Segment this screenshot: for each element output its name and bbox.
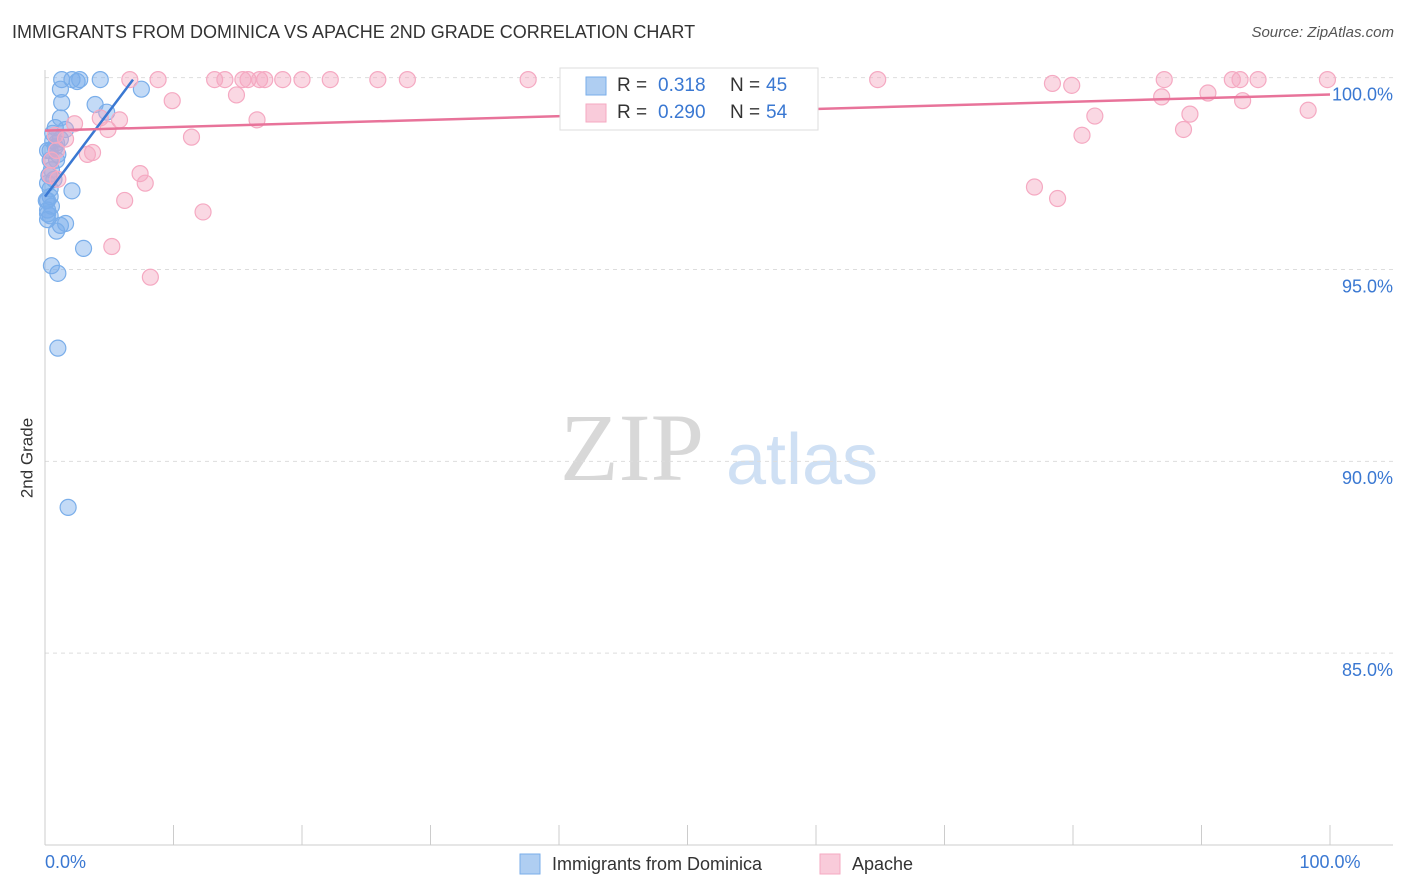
- y-tick-label: 90.0%: [1342, 468, 1393, 488]
- point: [1153, 88, 1171, 106]
- legend-swatch: [819, 853, 841, 875]
- point: [53, 94, 71, 112]
- point: [1048, 189, 1067, 208]
- point: [216, 70, 234, 89]
- point: [256, 70, 274, 89]
- point: [1181, 105, 1199, 123]
- legend-n-value: 54: [766, 102, 788, 123]
- point: [234, 70, 252, 89]
- point: [1025, 178, 1044, 196]
- legend-r-value: 0.318: [658, 75, 706, 96]
- point: [132, 80, 150, 98]
- y-tick-label: 85.0%: [1342, 660, 1393, 680]
- point: [78, 145, 97, 164]
- point: [103, 237, 121, 256]
- point: [194, 203, 212, 221]
- point: [116, 191, 134, 210]
- point: [1299, 101, 1317, 119]
- point: [131, 164, 149, 183]
- point: [293, 70, 311, 89]
- y-tick-label: 95.0%: [1342, 276, 1393, 296]
- legend-r-label: R =: [617, 102, 647, 123]
- point: [63, 182, 81, 200]
- point: [49, 264, 67, 282]
- point: [1086, 107, 1104, 125]
- legend-swatch: [585, 103, 607, 123]
- point: [38, 205, 57, 223]
- point: [47, 151, 66, 169]
- x-tick-label: 100.0%: [1299, 852, 1360, 872]
- point: [49, 339, 67, 357]
- legend-swatch: [585, 76, 607, 96]
- point: [398, 70, 416, 89]
- trend-line: [44, 78, 135, 198]
- point: [74, 239, 93, 258]
- point: [1234, 92, 1252, 110]
- legend-n-label: N =: [730, 75, 760, 96]
- point: [250, 70, 269, 89]
- point: [59, 498, 77, 516]
- watermark: atlas: [726, 420, 878, 500]
- point: [51, 80, 70, 98]
- point: [47, 222, 66, 240]
- watermark: ZIP: [560, 394, 704, 501]
- point: [149, 70, 167, 89]
- legend-label: Immigrants from Dominica: [552, 854, 763, 874]
- point: [1249, 70, 1267, 89]
- y-axis-label: 2nd Grade: [17, 418, 36, 498]
- point: [121, 70, 139, 89]
- point: [68, 72, 86, 91]
- point: [1073, 126, 1091, 144]
- point: [91, 70, 109, 89]
- point: [71, 70, 89, 89]
- legend-r-value: 0.290: [658, 102, 706, 123]
- point: [136, 174, 154, 192]
- point: [869, 70, 887, 89]
- point: [519, 70, 537, 89]
- point: [227, 86, 246, 104]
- source: Source: ZipAtlas.com: [1251, 24, 1394, 41]
- legend-label: Apache: [852, 854, 913, 874]
- point: [1174, 120, 1193, 139]
- point: [369, 70, 387, 89]
- point: [47, 141, 66, 160]
- point: [1231, 70, 1249, 89]
- point: [321, 70, 339, 89]
- y-tick-label: 100.0%: [1332, 84, 1393, 104]
- point: [41, 166, 59, 185]
- point: [1318, 70, 1337, 89]
- point: [1063, 76, 1081, 94]
- legend-r-label: R =: [617, 75, 647, 96]
- point: [141, 268, 159, 286]
- point: [1155, 70, 1173, 89]
- point: [274, 70, 292, 89]
- point: [91, 109, 109, 127]
- point: [163, 92, 181, 110]
- legend-swatch: [519, 853, 541, 875]
- point: [65, 115, 84, 133]
- legend-n-value: 45: [766, 75, 787, 96]
- x-tick-label: 0.0%: [45, 852, 86, 872]
- point: [1043, 74, 1062, 93]
- chart-title: IMMIGRANTS FROM DOMINICA VS APACHE 2ND G…: [12, 22, 695, 42]
- legend-n-label: N =: [730, 102, 760, 123]
- point: [182, 128, 201, 146]
